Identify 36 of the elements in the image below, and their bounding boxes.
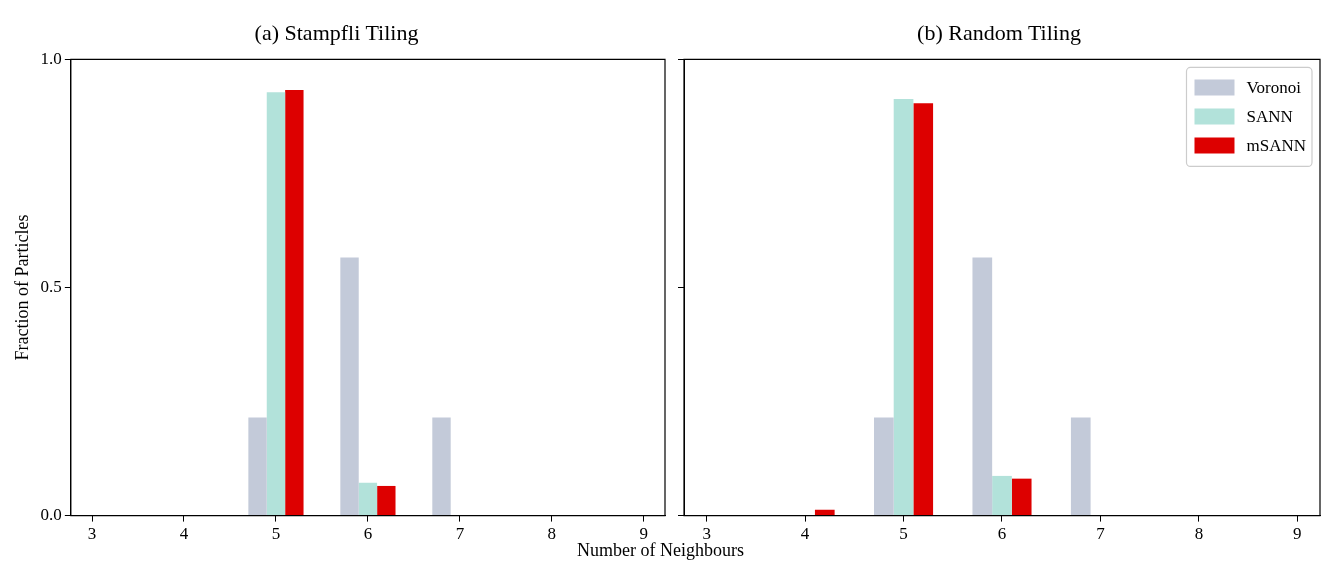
legend-label: SANN — [1246, 106, 1293, 126]
x-tick-label: 6 — [363, 524, 373, 544]
y-tick-label: 1.0 — [40, 48, 62, 68]
x-tick-label: 4 — [179, 524, 189, 544]
bar — [358, 482, 378, 516]
y-tick-label: 0.5 — [40, 276, 62, 296]
bar — [340, 257, 359, 516]
bar — [285, 89, 304, 516]
x-tick-label: 5 — [271, 524, 281, 544]
bar — [972, 257, 993, 516]
legend-label: Voronoi — [1246, 77, 1302, 97]
x-tick-label: 7 — [455, 524, 465, 544]
y-tick-label: 0.0 — [40, 505, 62, 525]
y-axis-title: Fraction of Particles — [11, 214, 32, 361]
bar — [893, 99, 914, 516]
bar — [266, 92, 286, 516]
chart-title: (a) Stampfli Tiling — [254, 19, 419, 45]
chart-title: (b) Random Tiling — [917, 19, 1081, 45]
x-tick-label: 9 — [1293, 524, 1302, 544]
bar — [992, 475, 1012, 516]
x-tick-label: 4 — [800, 524, 810, 544]
bar — [1011, 478, 1032, 516]
x-tick-label: 8 — [1194, 524, 1204, 544]
bar — [248, 417, 267, 516]
bar — [814, 509, 835, 516]
bar — [377, 485, 396, 516]
x-tick-label: 6 — [997, 524, 1007, 544]
x-tick-label: 7 — [1096, 524, 1106, 544]
bar — [1070, 417, 1091, 516]
bar — [874, 417, 894, 516]
legend-label: mSANN — [1246, 135, 1307, 155]
x-tick-label: 3 — [87, 524, 97, 544]
bar — [913, 103, 934, 516]
bar — [432, 417, 451, 516]
x-tick-label: 8 — [547, 524, 557, 544]
x-tick-label: 5 — [899, 524, 908, 544]
